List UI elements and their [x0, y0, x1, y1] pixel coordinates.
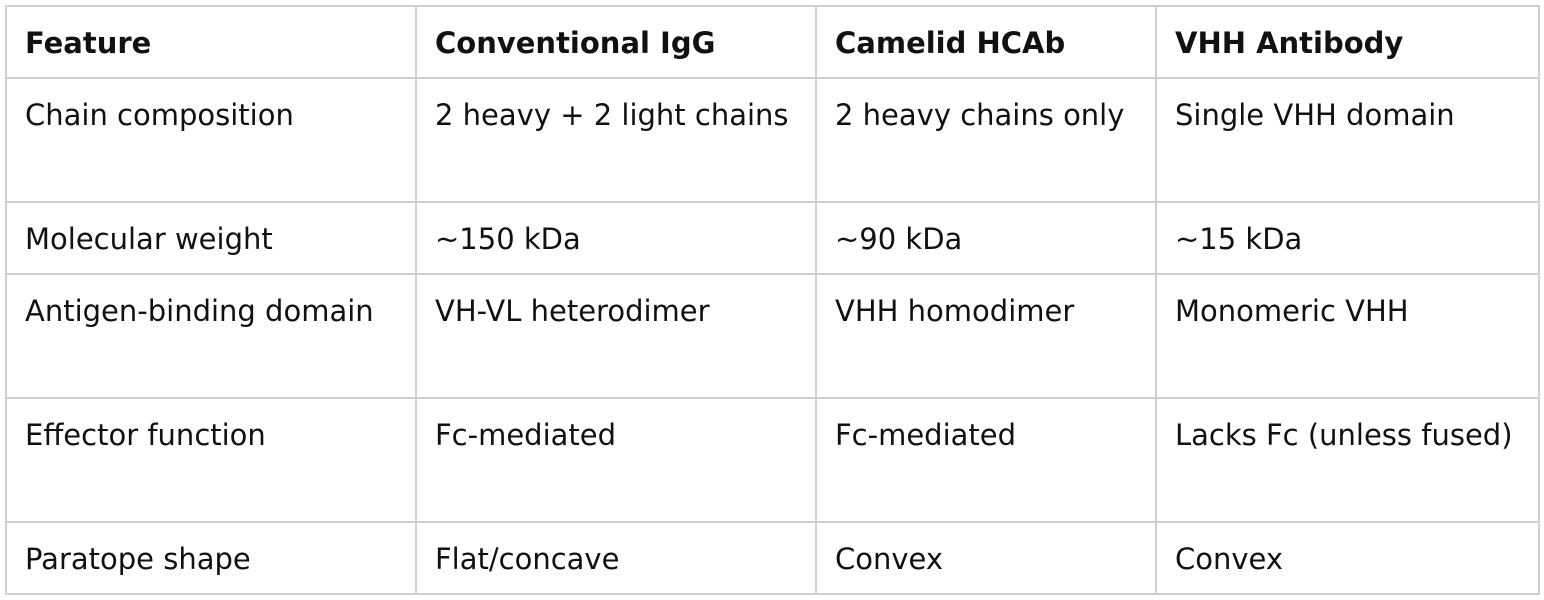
header-cell: VHH Antibody [1155, 5, 1540, 79]
header-cell: Camelid HCAb [815, 5, 1157, 79]
table-cell: ~150 kDa [415, 201, 817, 275]
table-cell: Fc-mediated [415, 397, 817, 523]
table-cell: 2 heavy chains only [815, 77, 1157, 203]
header-cell: Feature [5, 5, 417, 79]
table-cell: Monomeric VHH [1155, 273, 1540, 399]
table-cell: Convex [1155, 521, 1540, 595]
table-cell: Antigen-binding domain [5, 273, 417, 399]
table-cell: ~15 kDa [1155, 201, 1540, 275]
table-body: Chain composition 2 heavy + 2 light chain… [5, 77, 1540, 595]
table-cell: Chain composition [5, 77, 417, 203]
table-cell: VHH homodimer [815, 273, 1157, 399]
table-cell: Single VHH domain [1155, 77, 1540, 203]
table-row: Molecular weight ~150 kDa ~90 kDa ~15 kDa [5, 201, 1540, 275]
table-cell: Convex [815, 521, 1157, 595]
table-cell: Flat/concave [415, 521, 817, 595]
table-row: Paratope shape Flat/concave Convex Convex [5, 521, 1540, 595]
comparison-table: Feature Conventional IgG Camelid HCAb VHH A… [5, 5, 1540, 595]
table-cell: Paratope shape [5, 521, 417, 595]
header-row: Feature Conventional IgG Camelid HCAb VHH A… [5, 5, 1540, 79]
table-row: Effector function Fc-mediated Fc-mediated L… [5, 397, 1540, 523]
table-cell: VH-VL heterodimer [415, 273, 817, 399]
table-cell: Effector function [5, 397, 417, 523]
table-row: Antigen-binding domain VH-VL heterodimer V… [5, 273, 1540, 399]
table-cell: Fc-mediated [815, 397, 1157, 523]
table-cell: Lacks Fc (unless fused) [1155, 397, 1540, 523]
table-cell: ~90 kDa [815, 201, 1157, 275]
table-cell: 2 heavy + 2 light chains [415, 77, 817, 203]
table-cell: Molecular weight [5, 201, 417, 275]
table-row: Chain composition 2 heavy + 2 light chain… [5, 77, 1540, 203]
header-cell: Conventional IgG [415, 5, 817, 79]
